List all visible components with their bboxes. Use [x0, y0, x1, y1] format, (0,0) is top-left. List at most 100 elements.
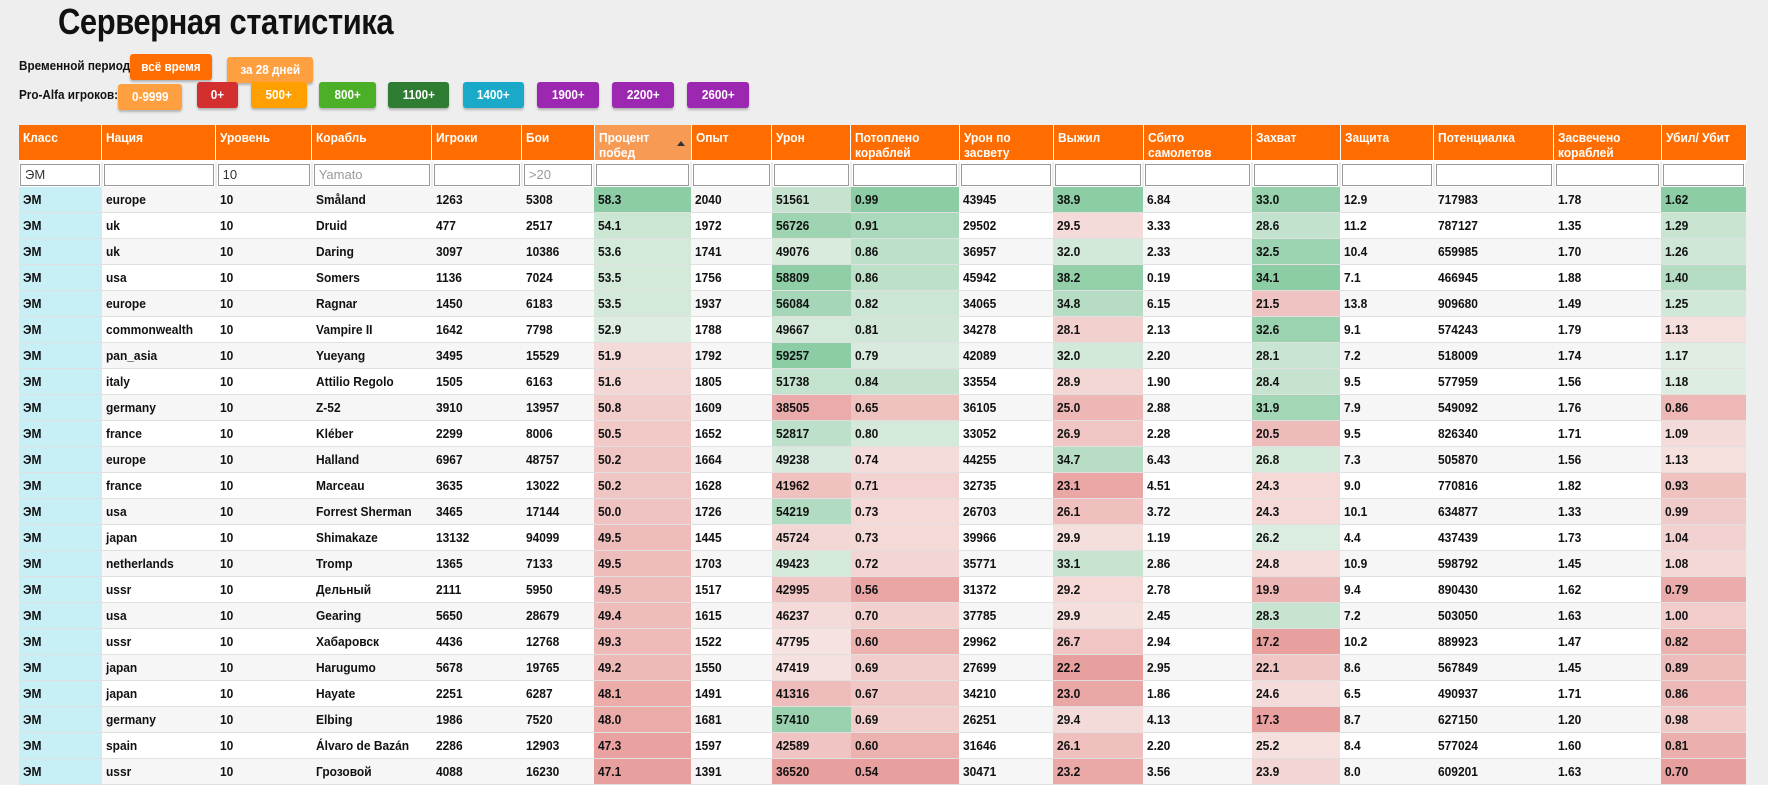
table-row[interactable]: ЭМ europe 10 Halland 6967 48757 50.2 1664 49238 0…	[19, 446, 1746, 473]
table-row[interactable]: ЭМ italy 10 Attilio Regolo 1505 6163 51.6 1805 5…	[19, 368, 1746, 395]
filter-input-nation[interactable]	[103, 163, 214, 186]
proalfa-800plus-button[interactable]: 800+	[319, 82, 376, 108]
cell-nation: germany	[101, 706, 216, 733]
col-header-ship[interactable]: Корабль	[311, 125, 432, 162]
col-header-nation[interactable]: Нация	[101, 125, 217, 162]
cell-winrate: 49.3	[594, 628, 692, 655]
filter-input-class[interactable]	[20, 163, 100, 186]
proalfa-1100plus-button[interactable]: 1100+	[388, 82, 449, 108]
filter-input-spotting-damage[interactable]	[961, 163, 1052, 186]
col-header-players[interactable]: Игроки	[431, 125, 523, 162]
filter-input-spotted-ships[interactable]	[1555, 163, 1660, 186]
cell-xp: 1628	[691, 472, 772, 499]
cell-planes-shot: 2.13	[1143, 316, 1252, 343]
proalfa-2200plus-button[interactable]: 2200+	[612, 82, 674, 108]
cell-xp: 1972	[691, 212, 772, 239]
table-row[interactable]: ЭМ usa 10 Gearing 5650 28679 49.4 1615 46237 0.70…	[19, 602, 1746, 629]
col-header-winrate[interactable]: Процент побед	[594, 125, 692, 162]
cell-defense: 9.5	[1340, 420, 1434, 447]
table-row[interactable]: ЭМ uk 10 Daring 3097 10386 53.6 1741 49076 0.86 36…	[19, 238, 1746, 265]
col-header-planes-shot[interactable]: Сбито самолетов	[1143, 125, 1253, 162]
filter-cell	[1661, 161, 1747, 187]
filter-input-kd[interactable]	[1663, 163, 1744, 186]
table-row[interactable]: ЭМ japan 10 Harugumo 5678 19765 49.2 1550 47419 0…	[19, 654, 1746, 681]
period-28-days-button[interactable]: за 28 дней	[227, 57, 313, 83]
filter-input-players[interactable]	[433, 163, 520, 186]
table-row[interactable]: ЭМ ussr 10 Дельный 2111 5950 49.5 1517 42995 0.56…	[19, 576, 1746, 603]
cell-frags: 0.81	[850, 316, 960, 343]
table-row[interactable]: ЭМ germany 10 Elbing 1986 7520 48.0 1681 57410 0.…	[19, 706, 1746, 733]
col-header-frags[interactable]: Потоплено кораблей	[850, 125, 960, 162]
cell-tier: 10	[215, 394, 312, 421]
cell-battles: 5950	[521, 576, 595, 603]
cell-tier: 10	[215, 238, 312, 265]
cell-frags: 0.67	[850, 680, 960, 707]
filter-input-potential[interactable]	[1435, 163, 1552, 186]
proalfa-0plus-button[interactable]: 0+	[197, 82, 238, 108]
table-row[interactable]: ЭМ japan 10 Hayate 2251 6287 48.1 1491 41316 0.67…	[19, 680, 1746, 707]
col-header-damage[interactable]: Урон	[771, 125, 852, 162]
filter-input-tier[interactable]	[217, 163, 310, 186]
cell-spotting-damage: 36957	[959, 238, 1054, 265]
table-row[interactable]: ЭМ uk 10 Druid 477 2517 54.1 1972 56726 0.91 29502…	[19, 212, 1746, 239]
col-header-kd[interactable]: Убил/ Убит	[1661, 125, 1747, 162]
col-header-tier[interactable]: Уровень	[215, 125, 313, 162]
col-header-defense[interactable]: Защита	[1340, 125, 1435, 162]
table-row[interactable]: ЭМ netherlands 10 Tromp 1365 7133 49.5 1703 4942…	[19, 550, 1746, 577]
table-row[interactable]: ЭМ commonwealth 10 Vampire II 1642 7798 52.9 17…	[19, 316, 1746, 343]
period-all-time-button[interactable]: всё время	[130, 54, 212, 80]
proalfa-1400plus-button[interactable]: 1400+	[463, 82, 524, 108]
col-header-battles[interactable]: Бои	[521, 125, 595, 162]
table-row[interactable]: ЭМ spain 10 Álvaro de Bazán 2286 12903 47.3 159…	[19, 732, 1746, 759]
table-row[interactable]: ЭМ france 10 Kléber 2299 8006 50.5 1652 52817 0.8…	[19, 420, 1746, 447]
filter-cell	[431, 161, 523, 187]
col-header-spotted-ships[interactable]: Засвечено кораблей	[1553, 125, 1662, 162]
filter-input-winrate[interactable]	[596, 163, 690, 186]
cell-survived: 29.5	[1053, 212, 1144, 239]
filter-input-survived[interactable]	[1055, 163, 1142, 186]
cell-ship: Druid	[311, 212, 432, 239]
filter-input-frags[interactable]	[852, 163, 958, 186]
filter-input-ship[interactable]	[313, 163, 430, 186]
filter-input-defense[interactable]	[1342, 163, 1432, 186]
col-header-spotting-damage[interactable]: Урон по засвету	[959, 125, 1054, 162]
table-row[interactable]: ЭМ ussr 10 Хабаровск 4436 12768 49.3 1522 47795 0…	[19, 628, 1746, 655]
table-row[interactable]: ЭМ usa 10 Somers 1136 7024 53.5 1756 58809 0.86 45…	[19, 264, 1746, 291]
cell-battles: 6163	[521, 368, 595, 395]
cell-tier: 10	[215, 654, 312, 681]
col-header-survived[interactable]: Выжил	[1053, 125, 1144, 162]
proalfa-1900plus-button[interactable]: 1900+	[537, 82, 599, 108]
table-row[interactable]: ЭМ germany 10 Z-52 3910 13957 50.8 1609 38505 0.6…	[19, 394, 1746, 421]
proalfa-500plus-button[interactable]: 500+	[251, 82, 307, 108]
cell-spotted-ships: 1.71	[1553, 420, 1662, 447]
table-row[interactable]: ЭМ japan 10 Shimakaze 13132 94099 49.5 1445 4572…	[19, 524, 1746, 551]
table-row[interactable]: ЭМ pan_asia 10 Yueyang 3495 15529 51.9 1792 5925…	[19, 342, 1746, 369]
table-row[interactable]: ЭМ europe 10 Småland 1263 5308 58.3 2040 51561 0.…	[19, 187, 1746, 213]
cell-winrate: 50.0	[594, 498, 692, 525]
proalfa-0-9999-button[interactable]: 0-9999	[118, 84, 182, 110]
table-row[interactable]: ЭМ france 10 Marceau 3635 13022 50.2 1628 41962 0…	[19, 472, 1746, 499]
table-row[interactable]: ЭМ ussr 10 Грозовой 4088 16230 47.1 1391 36520 0.…	[19, 758, 1746, 785]
cell-potential: 598792	[1433, 550, 1554, 577]
table-row[interactable]: ЭМ europe 10 Ragnar 1450 6183 53.5 1937 56084 0.8…	[19, 290, 1746, 317]
filter-input-xp[interactable]	[693, 163, 770, 186]
filter-input-planes-shot[interactable]	[1145, 163, 1250, 186]
filter-input-damage[interactable]	[773, 163, 849, 186]
cell-frags: 0.65	[850, 394, 960, 421]
col-header-capture[interactable]: Захват	[1251, 125, 1341, 162]
cell-nation: japan	[101, 654, 216, 681]
cell-winrate: 54.1	[594, 212, 692, 239]
filter-input-battles[interactable]	[523, 163, 593, 186]
cell-class: ЭМ	[19, 654, 102, 681]
cell-winrate: 53.6	[594, 238, 692, 265]
filter-input-capture[interactable]	[1253, 163, 1339, 186]
proalfa-2600plus-button[interactable]: 2600+	[687, 82, 749, 108]
cell-spotting-damage: 44255	[959, 446, 1054, 473]
col-header-xp[interactable]: Опыт	[691, 125, 773, 162]
cell-survived: 26.1	[1053, 732, 1144, 759]
cell-damage: 41316	[771, 680, 851, 707]
col-header-class[interactable]: Класс	[19, 125, 102, 162]
table-row[interactable]: ЭМ usa 10 Forrest Sherman 3465 17144 50.0 1726 5…	[19, 498, 1746, 525]
cell-ship: Attilio Regolo	[311, 368, 432, 395]
col-header-potential[interactable]: Потенциалка	[1433, 125, 1555, 162]
